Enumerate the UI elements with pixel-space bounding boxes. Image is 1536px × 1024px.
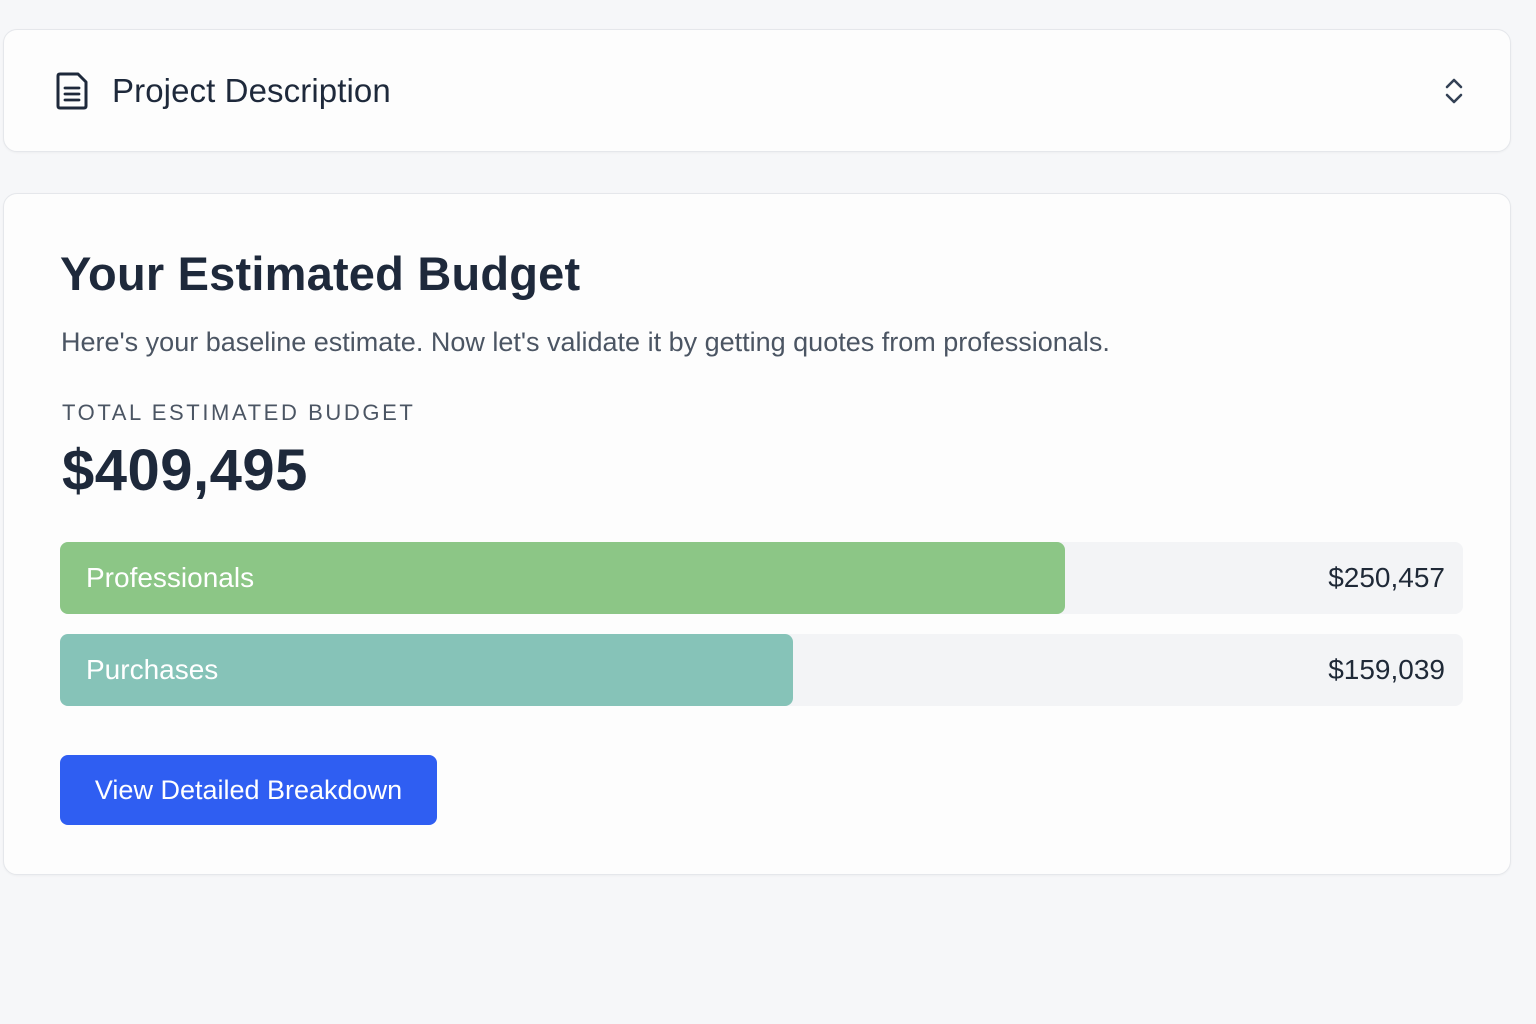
budget-subtitle: Here's your baseline estimate. Now let's… xyxy=(61,327,1110,357)
budget-bar-professionals: Professionals $250,457 xyxy=(60,542,1463,614)
project-description-title: Project Description xyxy=(112,71,391,109)
budget-bar-purchases: Purchases $159,039 xyxy=(60,634,1463,706)
budget-bar-label: Purchases xyxy=(86,654,219,685)
budget-bar-amount: $250,457 xyxy=(1328,562,1445,593)
chevron-up-down-icon[interactable] xyxy=(1442,74,1466,108)
budget-bar-fill: Purchases xyxy=(60,634,794,706)
budget-bar-fill: Professionals xyxy=(60,542,1065,614)
total-budget-value: $409,495 xyxy=(62,438,308,503)
budget-bar-amount: $159,039 xyxy=(1328,654,1445,685)
project-description-panel: Project Description xyxy=(3,29,1511,152)
budget-bar-label: Professionals xyxy=(86,562,255,593)
budget-title: Your Estimated Budget xyxy=(60,247,581,300)
document-icon xyxy=(54,72,92,110)
project-description-toggle[interactable]: Project Description xyxy=(4,30,1510,151)
total-budget-label: TOTAL ESTIMATED BUDGET xyxy=(62,400,416,425)
view-detailed-breakdown-button[interactable]: View Detailed Breakdown xyxy=(60,755,437,825)
estimated-budget-card: Your Estimated Budget Here's your baseli… xyxy=(3,193,1511,875)
